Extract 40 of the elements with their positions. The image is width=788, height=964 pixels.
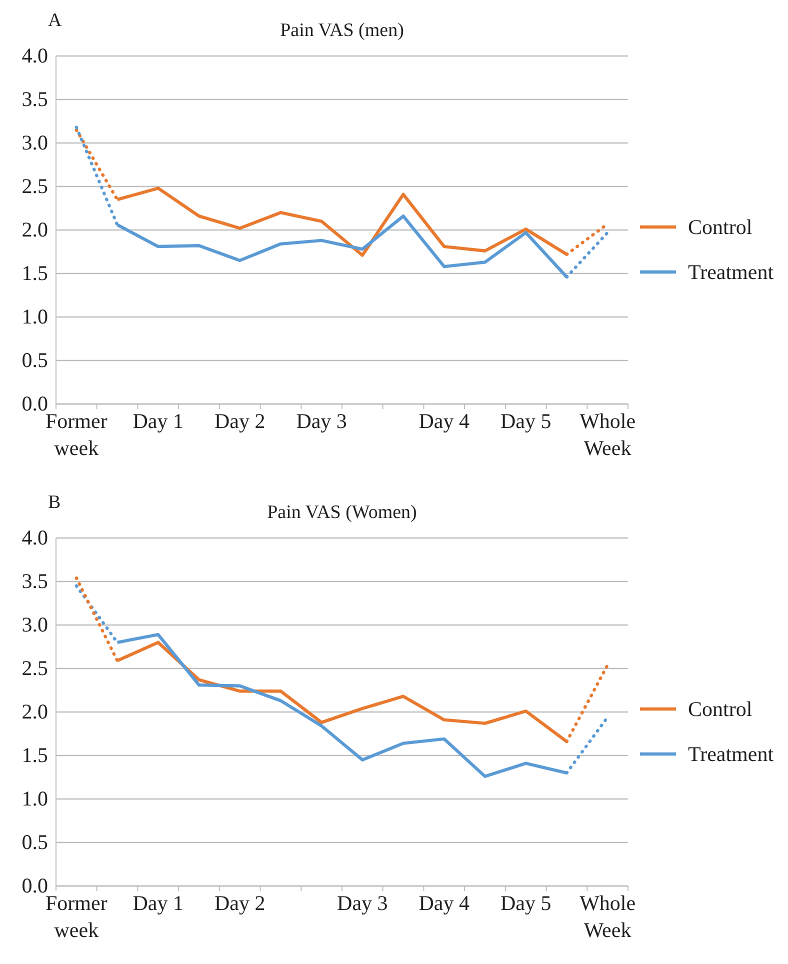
text: A [48, 10, 62, 31]
legend-label: Control [688, 215, 752, 239]
x-tick-label: Whole Week [580, 891, 636, 942]
chart-title: Pain VAS (men) [280, 20, 404, 41]
x-tick-label: Day 3 [337, 891, 388, 915]
y-tick-label: 2.5 [22, 656, 48, 680]
x-tick-label: Day 1 [132, 409, 184, 433]
x-tick-label: Former week [46, 409, 108, 460]
legend-label: Treatment [688, 742, 774, 766]
y-tick-label: 3.5 [22, 569, 48, 594]
y-tick-label: 1.5 [22, 743, 48, 768]
y-tick-label: 0.5 [22, 830, 48, 854]
x-tick-label: Day 5 [500, 891, 552, 915]
x-tick-label: Day 4 [418, 891, 470, 915]
x-tick-label: Day 2 [214, 409, 266, 433]
x-tick-label: Day 5 [500, 409, 552, 433]
y-tick-label: 1.5 [22, 261, 48, 286]
y-tick-label: 1.0 [22, 304, 48, 329]
y-tick-label: 3.0 [22, 130, 48, 155]
y-tick-label: 2.0 [22, 218, 48, 242]
y-tick-label: 2.0 [22, 700, 48, 724]
y-tick-label: 0.5 [22, 348, 48, 372]
x-tick-label: Day 1 [132, 891, 184, 915]
x-tick-label: Day 4 [418, 409, 470, 433]
text: B [48, 492, 61, 513]
legend-label: Treatment [688, 260, 774, 284]
y-tick-label: 2.5 [22, 174, 48, 198]
x-tick-label: Day 3 [296, 409, 347, 433]
y-tick-label: 4.0 [22, 44, 48, 68]
legend-label: Control [688, 697, 752, 721]
y-tick-label: 0.0 [22, 874, 48, 898]
x-tick-label: Day 2 [214, 891, 266, 915]
y-tick-label: 3.5 [22, 87, 48, 112]
chart-title: Pain VAS (Women) [267, 502, 417, 523]
x-tick-label: Whole Week [580, 409, 636, 460]
y-tick-label: 0.0 [22, 392, 48, 416]
y-tick-label: 1.0 [22, 786, 48, 811]
y-tick-label: 4.0 [22, 526, 48, 550]
y-tick-label: 3.0 [22, 612, 48, 637]
x-tick-label: Former week [46, 891, 108, 942]
